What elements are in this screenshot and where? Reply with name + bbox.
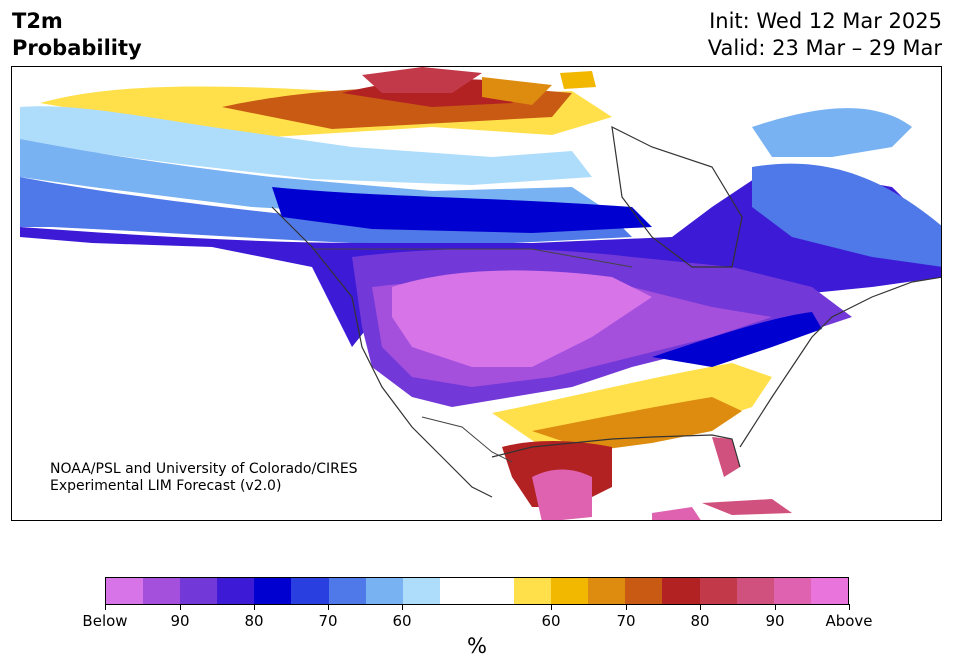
east-coast-navy — [652, 312, 822, 367]
caribbean-pink — [652, 507, 701, 520]
colorbar-tick-label: Below — [82, 612, 128, 630]
canada-navy-band — [272, 187, 652, 233]
mexico-pink — [532, 469, 592, 520]
southeast-orange — [532, 397, 742, 451]
title-line-1: T2m — [12, 9, 63, 33]
west-coast-outline — [271, 206, 493, 498]
greenland-yellow — [560, 71, 596, 89]
credit-line-1: NOAA/PSL and University of Colorado/CIRE… — [50, 461, 358, 477]
florida-pink — [712, 437, 740, 477]
colorbar-swatch — [699, 578, 737, 604]
colorbar-unit: % — [467, 634, 487, 658]
credit-line-2: Experimental LIM Forecast (v2.0) — [50, 478, 282, 494]
credit-text: NOAA/PSL and University of Colorado/CIRE… — [50, 461, 358, 495]
alaska-blue — [20, 106, 592, 185]
colorbar-swatch — [476, 578, 515, 604]
colorbar-swatch — [588, 578, 626, 604]
colorbar-tick — [626, 604, 627, 610]
greenland-orange — [482, 77, 552, 105]
map-canvas — [20, 67, 941, 520]
colorbar-swatch — [106, 578, 144, 604]
hudson-bay-outline — [611, 125, 743, 268]
chart-title: T2m Probability — [12, 8, 142, 62]
alaska-mid-blue — [20, 139, 602, 217]
colorbar-swatch — [217, 578, 255, 604]
colorbar-tick — [402, 604, 403, 610]
greenland-red — [362, 67, 482, 93]
colorbar-tick-label: 80 — [690, 612, 710, 630]
colorbar-swatch — [402, 578, 440, 604]
coastline-lines — [271, 125, 941, 498]
colorbar-swatch — [736, 578, 774, 604]
us-mexico-border — [421, 416, 513, 463]
plains-pink — [392, 270, 652, 367]
colorbar-swatch — [143, 578, 181, 604]
cuba-pink — [702, 499, 792, 515]
colorbar-swatch — [365, 578, 403, 604]
colorbar-swatch — [810, 578, 848, 604]
gulf-coast-outline — [491, 434, 741, 468]
colorbar-swatch — [662, 578, 700, 604]
labrador-blue — [752, 108, 912, 157]
colorbar-tick-label: 60 — [541, 612, 561, 630]
quebec-blue — [752, 163, 941, 267]
colorbar-swatch — [328, 578, 366, 604]
colorbar-tick-label: 90 — [765, 612, 785, 630]
colorbar-tick — [775, 604, 776, 610]
east-coast-outline — [739, 276, 941, 448]
colorbar-tick — [105, 604, 106, 610]
colorbar-tick — [328, 604, 329, 610]
colorbar-tick-label: 70 — [616, 612, 636, 630]
valid-range: Valid: 23 Mar – 29 Mar — [707, 36, 942, 60]
colorbar-tick-label: 90 — [170, 612, 190, 630]
colorbar-swatch — [625, 578, 663, 604]
colorbar-tick — [180, 604, 181, 610]
border-lines — [312, 248, 633, 463]
colorbar-swatch — [773, 578, 811, 604]
colorbar-swatch — [254, 578, 292, 604]
colorbar-tick-label: Above — [825, 612, 873, 630]
colorbar-tick-label: 80 — [244, 612, 264, 630]
colorbar-swatch — [439, 578, 477, 604]
colorbar-tick — [254, 604, 255, 610]
colorbar-swatch — [551, 578, 589, 604]
probability-map: NOAA/PSL and University of Colorado/CIRE… — [11, 66, 942, 521]
colorbar-tick — [700, 604, 701, 610]
title-line-2: Probability — [12, 36, 142, 60]
us-canada-border — [312, 248, 633, 268]
colorbar-swatch — [514, 578, 552, 604]
colorbar-tick-label: 70 — [318, 612, 338, 630]
init-date: Init: Wed 12 Mar 2025 — [709, 9, 942, 33]
forecast-dates: Init: Wed 12 Mar 2025 Valid: 23 Mar – 29… — [708, 8, 942, 62]
probability-bands — [20, 67, 941, 520]
colorbar-tick-label: 60 — [392, 612, 412, 630]
colorbar-tick — [849, 604, 850, 610]
colorbar-swatch — [180, 578, 218, 604]
colorbar-tick — [551, 604, 552, 610]
colorbar-swatch — [291, 578, 329, 604]
colorbar — [105, 577, 849, 605]
